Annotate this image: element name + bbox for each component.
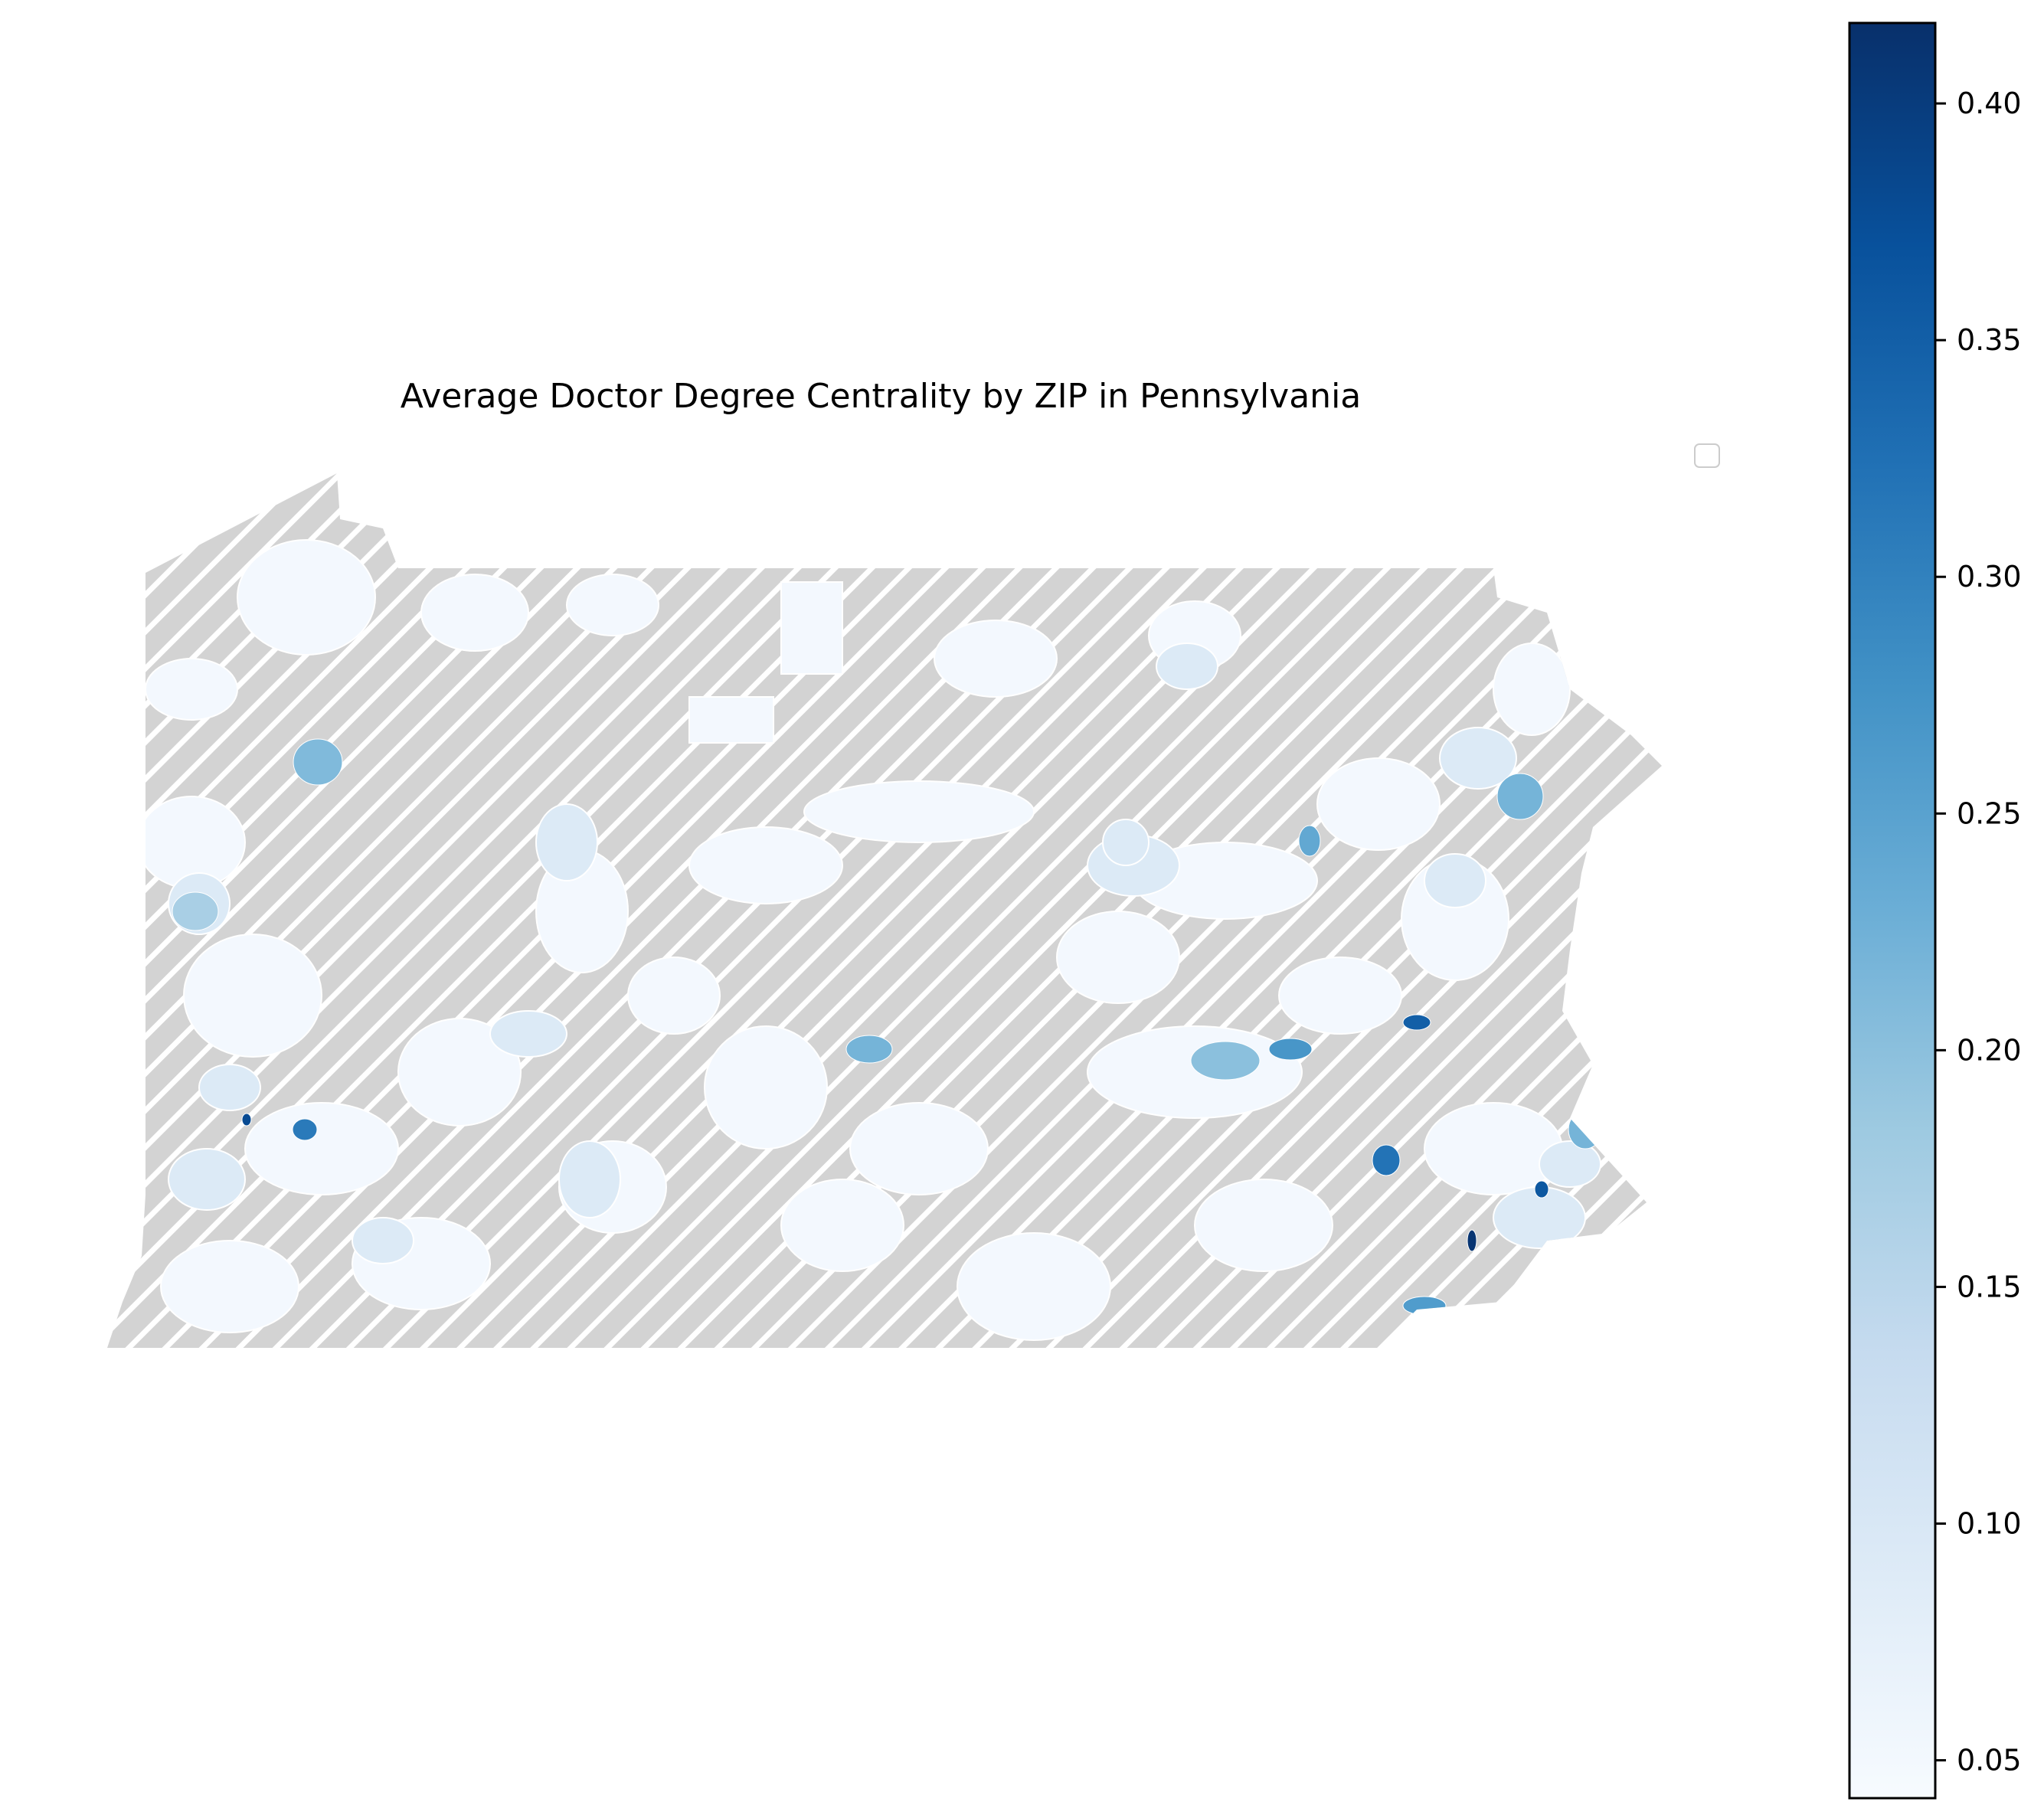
zip-region-lehigh (1568, 1110, 1603, 1150)
zip-region-northeast-1 (1298, 825, 1321, 857)
zip-region-philadelphia (1534, 1180, 1549, 1199)
map-title: Average Doctor Degree Centrality by ZIP … (401, 377, 1362, 416)
colorbar-tick-label: 0.35 (1957, 323, 2022, 357)
zip-region-pittsburgh-west (241, 1113, 252, 1127)
zip-region-southeast-1 (1372, 1144, 1401, 1176)
colorbar-tick-label: 0.30 (1957, 560, 2022, 594)
zip-region-northwest-2 (172, 891, 219, 931)
colorbar-tick-label: 0.40 (1957, 87, 2022, 120)
colorbar: 0.05 0.10 0.15 0.20 0.25 0.30 0.35 0.40 (1848, 21, 2022, 1800)
mid-low-value-zips (168, 643, 1601, 1264)
colorbar-tick-label: 0.05 (1957, 1744, 2022, 1777)
zip-region-southeast-2 (1467, 1229, 1477, 1252)
zip-region-southeast-3 (1402, 1296, 1447, 1316)
zip-region-central (845, 1035, 893, 1064)
state-outline (107, 473, 1662, 1348)
zip-region-poconos (1402, 1014, 1431, 1031)
zip-regions (137, 539, 1603, 1341)
colorbar-ticks: 0.05 0.10 0.15 0.20 0.25 0.30 0.35 0.40 (1935, 87, 2022, 1777)
zip-region-east-central-1 (1268, 1038, 1313, 1061)
colorbar-tick-label: 0.10 (1957, 1506, 2022, 1540)
empty-legend-box (1694, 443, 1720, 468)
colorbar-tick-label: 0.20 (1957, 1033, 2022, 1067)
zip-region-northeast-2 (1496, 773, 1544, 820)
pennsylvania-map (107, 473, 1662, 1348)
zip-region-northwest (293, 738, 343, 786)
zip-region-east-central-2 (1190, 1041, 1261, 1081)
colorbar-gradient (1848, 21, 1937, 1800)
zip-region-pittsburgh-east (292, 1118, 318, 1141)
colorbar-tick-label: 0.25 (1957, 796, 2022, 830)
colorbar-tick-label: 0.15 (1957, 1270, 2022, 1303)
